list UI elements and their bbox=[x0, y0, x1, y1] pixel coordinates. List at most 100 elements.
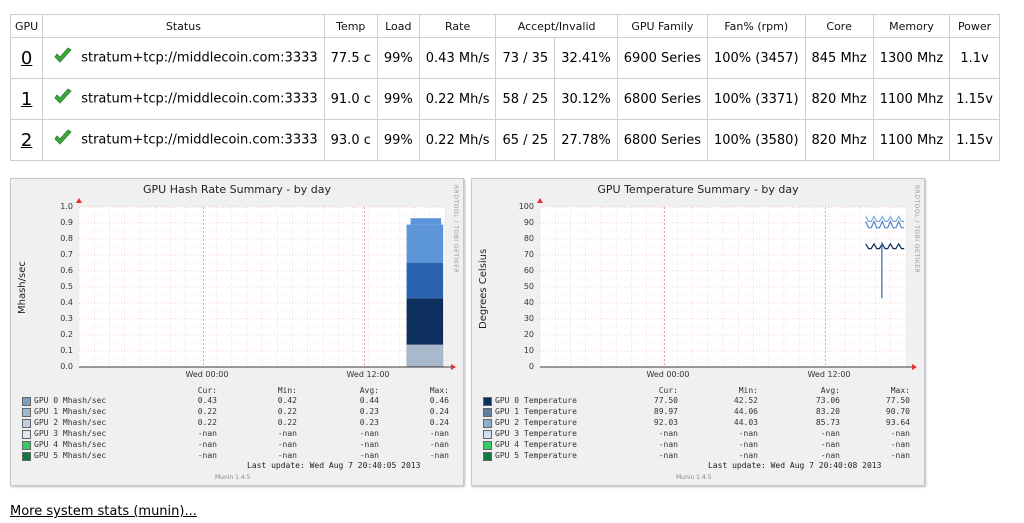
legend-avg-value: -nan bbox=[359, 451, 379, 460]
legend-min-value: 42.52 bbox=[733, 396, 758, 405]
legend-series-name: GPU 3 Mhash/sec bbox=[34, 429, 107, 438]
y-tick-label: 20 bbox=[523, 330, 534, 339]
pool-url: stratum+tcp://middlecoin.com:3333 bbox=[81, 50, 318, 66]
legend-swatch bbox=[22, 430, 31, 439]
plot-area: NaN" x2="68" y2="188" stroke="#000" stro… bbox=[537, 198, 917, 370]
family-cell: 6800 Series bbox=[616, 119, 708, 161]
checkmark-icon bbox=[53, 47, 73, 69]
pool-url: stratum+tcp://middlecoin.com:3333 bbox=[81, 132, 318, 148]
y-tick-label: 90 bbox=[523, 218, 534, 227]
rate-cell: 0.43 Mh/s bbox=[418, 37, 497, 79]
legend-cur-value: -nan bbox=[197, 429, 217, 438]
y-tick-label: 0.7 bbox=[60, 250, 73, 259]
legend-cur-value: 0.43 bbox=[197, 396, 217, 405]
col-accept-invalid: Accept/Invalid bbox=[495, 14, 618, 38]
legend-header-max: Max: bbox=[890, 386, 910, 395]
legend-header-cur: Cur: bbox=[197, 386, 217, 395]
hash-band-top bbox=[410, 218, 442, 225]
core-cell: 845 Mhz bbox=[804, 37, 874, 79]
gpu-id-link[interactable]: 1 bbox=[9, 78, 44, 120]
legend-min-value: 0.42 bbox=[277, 396, 297, 405]
legend-swatch bbox=[22, 408, 31, 417]
legend-header-cur: Cur: bbox=[658, 386, 678, 395]
load-cell: 99% bbox=[376, 78, 420, 120]
legend-avg-value: 85.73 bbox=[815, 418, 840, 427]
checkmark-icon bbox=[53, 129, 73, 151]
legend-avg-value: -nan bbox=[359, 440, 379, 449]
legend-avg-value: 0.23 bbox=[359, 418, 379, 427]
load-cell: 99% bbox=[376, 37, 420, 79]
x-tick-label: Wed 00:00 bbox=[185, 370, 229, 379]
rate-cell: 0.22 Mh/s bbox=[418, 78, 497, 120]
legend-series-name: GPU 0 Mhash/sec bbox=[34, 396, 107, 405]
y-tick-label: 0.1 bbox=[60, 346, 73, 355]
legend-max-value: -nan bbox=[429, 429, 449, 438]
legend-min-value: -nan bbox=[738, 429, 758, 438]
temp-cell: 77.5 c bbox=[323, 37, 378, 79]
legend-swatch bbox=[483, 419, 492, 428]
legend-avg-value: -nan bbox=[820, 429, 840, 438]
col-load: Load bbox=[376, 14, 420, 38]
y-tick-label: 60 bbox=[523, 266, 534, 275]
legend-swatch bbox=[483, 408, 492, 417]
hash-band bbox=[406, 263, 444, 299]
legend-cur-value: -nan bbox=[658, 440, 678, 449]
y-tick-label: 0.0 bbox=[60, 362, 73, 371]
legend-cur-value: 77.50 bbox=[653, 396, 678, 405]
legend-swatch bbox=[22, 397, 31, 406]
load-cell: 99% bbox=[376, 119, 420, 161]
temperature-graph: GPU Temperature Summary - by day Degrees … bbox=[471, 178, 925, 486]
legend-min-value: -nan bbox=[738, 440, 758, 449]
gpu-id-link[interactable]: 2 bbox=[9, 119, 44, 161]
munin-version: Munin 1.4.5 bbox=[676, 474, 712, 481]
legend-min-value: 0.22 bbox=[277, 418, 297, 427]
last-update: Last update: Wed Aug 7 20:40:05 2013 bbox=[247, 461, 421, 470]
legend-cur-value: -nan bbox=[658, 451, 678, 460]
x-tick-label: Wed 12:00 bbox=[346, 370, 390, 379]
legend-max-value: -nan bbox=[890, 451, 910, 460]
legend-max-value: 0.46 bbox=[429, 396, 449, 405]
y-tick-label: 0.5 bbox=[60, 282, 73, 291]
legend-max-value: 0.24 bbox=[429, 418, 449, 427]
legend-swatch bbox=[483, 452, 492, 461]
legend-header-min: Min: bbox=[738, 386, 758, 395]
power-cell: 1.1v bbox=[949, 37, 1000, 79]
checkmark-icon bbox=[53, 88, 73, 110]
more-system-stats-link[interactable]: More system stats (munin)... bbox=[10, 504, 197, 519]
legend-max-value: -nan bbox=[890, 429, 910, 438]
gpu-id-link[interactable]: 0 bbox=[9, 37, 44, 79]
status-cell: stratum+tcp://middlecoin.com:3333 bbox=[42, 78, 325, 120]
col-power: Power bbox=[949, 14, 1000, 38]
memory-cell: 1100 Mhz bbox=[872, 119, 951, 161]
legend-avg-value: 73.06 bbox=[815, 396, 840, 405]
y-tick-label: 30 bbox=[523, 314, 534, 323]
legend-cur-value: 89.97 bbox=[653, 407, 678, 416]
y-tick-label: 0 bbox=[528, 362, 534, 371]
accept-cell: 65 / 25 bbox=[495, 119, 556, 161]
gpu-row: 2 stratum+tcp://middlecoin.com:3333 93.0 c… bbox=[9, 119, 1000, 161]
col-fan: Fan% (rpm) bbox=[706, 14, 806, 38]
gpu-row: 1 stratum+tcp://middlecoin.com:3333 91.0 c… bbox=[9, 78, 1000, 120]
temperature-line bbox=[865, 219, 905, 229]
legend-header-max: Max: bbox=[429, 386, 449, 395]
legend-max-value: 90.70 bbox=[885, 407, 910, 416]
memory-cell: 1300 Mhz bbox=[872, 37, 951, 79]
y-tick-label: 10 bbox=[523, 346, 534, 355]
legend-avg-value: -nan bbox=[359, 429, 379, 438]
y-tick-label: 40 bbox=[523, 298, 534, 307]
memory-cell: 1100 Mhz bbox=[872, 78, 951, 120]
legend-avg-value: -nan bbox=[820, 440, 840, 449]
temperature-line bbox=[865, 242, 905, 250]
legend: Cur: Min: Avg: Max: GPU 0 Mhash/sec 0.43 0.42 0… bbox=[11, 386, 463, 466]
core-cell: 820 Mhz bbox=[804, 78, 874, 120]
y-tick-label: 0.4 bbox=[60, 298, 73, 307]
legend-avg-value: 0.44 bbox=[359, 396, 379, 405]
legend-header-min: Min: bbox=[277, 386, 297, 395]
legend-swatch bbox=[22, 419, 31, 428]
legend-avg-value: -nan bbox=[820, 451, 840, 460]
y-tick-label: 100 bbox=[518, 202, 534, 211]
rate-cell: 0.22 Mh/s bbox=[418, 119, 497, 161]
hash-band-light bbox=[406, 344, 444, 367]
x-tick-label: Wed 00:00 bbox=[646, 370, 690, 379]
col-rate: Rate bbox=[418, 14, 497, 38]
